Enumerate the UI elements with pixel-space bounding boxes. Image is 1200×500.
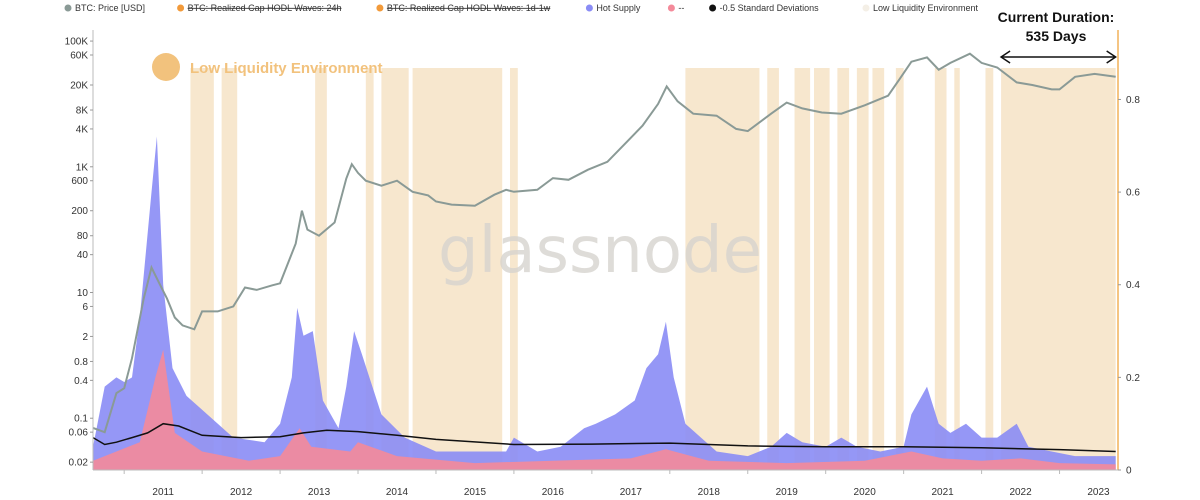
legend-marker-2: [376, 4, 384, 12]
x-tick-label-9: 2020: [854, 487, 877, 498]
legend-marker-3: [585, 4, 593, 12]
left-tick-label-7: 200: [71, 206, 88, 217]
x-tick-label-8: 2019: [776, 487, 799, 498]
legend: BTC: Price [USD] BTC: Realized Cap HODL W…: [64, 3, 979, 13]
low-liquidity-band-8: [767, 68, 779, 470]
low-liquidity-band-10: [814, 68, 830, 470]
low-liquidity-band-17: [985, 68, 994, 470]
low-liquidity-band-6: [510, 68, 518, 470]
legend-label-2: BTC: Realized Cap HODL Waves: 1d-1w: [387, 3, 551, 13]
current-duration-title: Current Duration:: [998, 9, 1115, 25]
right-tick-label-0: 0.8: [1126, 95, 1140, 106]
legend-marker-6: [862, 4, 870, 12]
duration-arrow-left-head: [999, 50, 1011, 64]
area-hot-supply: [93, 136, 1116, 470]
left-tick-label-11: 6: [82, 302, 88, 313]
low-liquidity-annotation: Low Liquidity Environment: [190, 60, 383, 77]
x-tick-label-4: 2015: [464, 487, 487, 498]
right-tick-label-4: 0: [1126, 466, 1132, 477]
low-liquidity-band-12: [856, 68, 869, 470]
legend-marker-5: [709, 4, 717, 12]
current-duration-days: 535 Days: [1026, 28, 1087, 44]
legend-marker-1: [177, 4, 185, 12]
left-tick-label-9: 40: [77, 250, 89, 261]
left-tick-label-3: 8K: [76, 106, 89, 117]
low-liquidity-band-0: [190, 68, 214, 470]
legend-marker-0: [64, 4, 72, 12]
x-tick-label-12: 2023: [1087, 487, 1110, 498]
legend-label-5: -0.5 Standard Deviations: [720, 3, 820, 13]
low-liquidity-band-3: [365, 68, 374, 470]
legend-label-1: BTC: Realized Cap HODL Waves: 24h: [188, 3, 342, 13]
right-tick-label-3: 0.2: [1126, 373, 1140, 384]
right-tick-label-2: 0.4: [1126, 280, 1140, 291]
x-tick-label-6: 2017: [620, 487, 643, 498]
low-liquidity-band-18: [1001, 68, 1116, 470]
low-liquidity-band-1: [221, 68, 238, 470]
left-tick-label-13: 0.8: [74, 357, 88, 368]
low-liquidity-band-5: [412, 68, 503, 470]
area-dash-series: [93, 349, 1116, 470]
low-liquidity-marker-icon: [152, 53, 180, 81]
legend-label-6: Low Liquidity Environment: [873, 3, 979, 13]
btc-price-line: [92, 52, 1116, 434]
axes: 100K 60K 20K 8K 4K 1K 600 200 80 40 10 6 2 0.8 0.4 0.1 0…: [65, 30, 1140, 498]
x-tick-label-10: 2021: [931, 487, 954, 498]
left-tick-label-1: 60K: [70, 51, 88, 62]
left-tick-label-17: 0.02: [69, 458, 89, 469]
area-series: [93, 136, 1116, 470]
left-tick-label-6: 600: [71, 176, 88, 187]
low-liquidity-band-15: [934, 68, 947, 470]
left-tick-label-15: 0.1: [74, 414, 88, 425]
low-liquidity-band-7: [685, 68, 760, 470]
low-liquidity-band-9: [794, 68, 811, 470]
low-liquidity-band-2: [315, 68, 327, 470]
low-liquidity-band-11: [837, 68, 850, 470]
right-tick-label-1: 0.6: [1126, 188, 1140, 199]
x-tick-label-2: 2013: [308, 487, 331, 498]
left-tick-label-4: 4K: [76, 124, 89, 135]
left-tick-label-12: 2: [82, 332, 88, 343]
annotations: Low Liquidity Environment Current Durati…: [152, 9, 1118, 81]
std-dev-line: [92, 422, 1116, 453]
left-tick-label-0: 100K: [65, 37, 89, 48]
left-tick-label-10: 10: [77, 288, 89, 299]
legend-label-3: Hot Supply: [596, 3, 641, 13]
watermark: glassnode: [438, 214, 762, 288]
duration-arrow-right-head: [1106, 50, 1118, 64]
low-liquidity-band-14: [895, 68, 904, 470]
current-duration-arrow: [999, 50, 1118, 64]
low-liquidity-band-4: [381, 68, 409, 470]
left-tick-label-16: 0.06: [69, 428, 89, 439]
x-tick-label-11: 2022: [1009, 487, 1032, 498]
x-tick-label-7: 2018: [698, 487, 721, 498]
x-tick-label-1: 2012: [230, 487, 253, 498]
x-tick-label-0: 2011: [152, 487, 174, 498]
x-tick-label-3: 2014: [386, 487, 409, 498]
legend-marker-4: [667, 4, 675, 12]
left-tick-label-2: 20K: [70, 81, 88, 92]
left-tick-label-8: 80: [77, 231, 89, 242]
low-liquidity-band-16: [954, 68, 960, 470]
left-tick-label-14: 0.4: [74, 376, 88, 387]
legend-label-4: --: [678, 3, 684, 13]
line-series: [92, 52, 1116, 453]
legend-label-0: BTC: Price [USD]: [75, 3, 145, 13]
left-tick-label-5: 1K: [76, 162, 89, 173]
x-tick-label-5: 2016: [542, 487, 565, 498]
low-liquidity-band-13: [872, 68, 885, 470]
low-liquidity-periods: [190, 68, 1116, 470]
